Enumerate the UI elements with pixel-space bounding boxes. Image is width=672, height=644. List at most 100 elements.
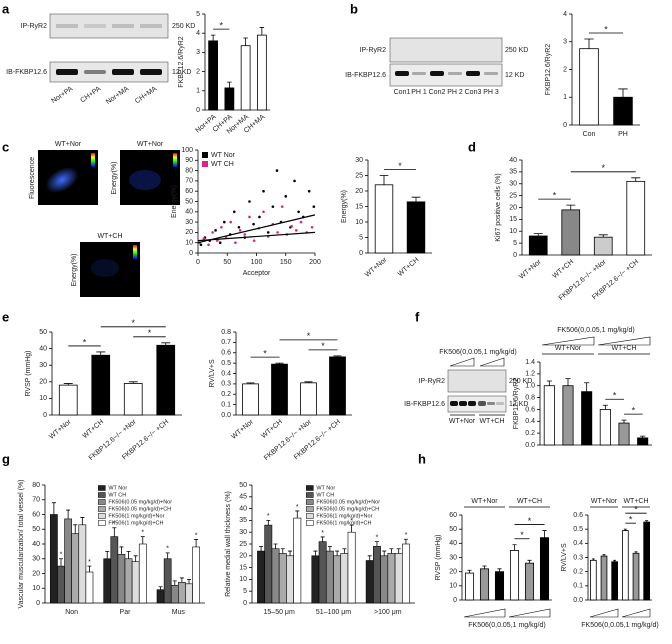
error-bar	[313, 550, 318, 556]
wedge	[449, 357, 475, 367]
y-tick-label: 0.1	[573, 583, 583, 590]
error-bar	[59, 558, 63, 567]
x-tick-label: 200	[309, 259, 321, 266]
y-tick-label: 10	[39, 395, 47, 402]
error-bar	[80, 517, 85, 525]
error-bar	[288, 550, 293, 556]
group-label: WT+CH	[611, 345, 636, 352]
y-tick-label: 30	[239, 529, 247, 536]
error-bar	[566, 204, 576, 210]
y-tick-label: 0.8	[525, 394, 535, 401]
bar	[387, 553, 396, 604]
y-tick-label: 0.4	[221, 370, 231, 377]
bar	[329, 356, 346, 416]
y-tick-label: 35	[509, 169, 517, 176]
blot-label: IP-RyR2	[360, 47, 387, 54]
wedge	[621, 608, 651, 618]
error-bar	[335, 550, 340, 556]
bar	[91, 354, 111, 416]
cell	[45, 166, 79, 194]
y-tick-label: 5	[243, 588, 247, 595]
error-bar	[618, 88, 628, 98]
y-tick-label: 40	[185, 209, 193, 216]
error-bar	[128, 381, 138, 384]
y-tick-label: 15	[509, 216, 517, 223]
error-bar	[584, 38, 594, 49]
error-bar	[227, 81, 232, 88]
y-tick-label: 20	[509, 204, 517, 211]
blot-header: FK506(0,0.05,1 mg/kg/d)	[439, 349, 516, 356]
x-axis-label: Acceptor	[243, 270, 271, 277]
bar	[347, 531, 356, 604]
y-tick-label: 60	[32, 511, 40, 518]
significance-label: *	[629, 515, 633, 525]
error-bar	[467, 569, 472, 574]
lane-label: Nor+MA	[105, 85, 130, 106]
bar	[192, 546, 200, 604]
error-bar	[51, 502, 56, 515]
bar	[374, 184, 394, 254]
point	[248, 215, 251, 219]
blot-size: 12 KD	[509, 401, 528, 408]
error-bar	[565, 378, 571, 386]
y-tick-label: 10	[355, 219, 363, 226]
x-tick-label: 0	[196, 259, 200, 266]
y-tick-label: 20	[239, 553, 247, 560]
significance-label: *	[321, 341, 325, 351]
x-tick-label: WT+CH	[260, 419, 284, 440]
wedge	[597, 336, 651, 346]
error-bar	[602, 554, 606, 557]
y-axis-label: RV/LV+S	[209, 359, 216, 388]
point	[275, 169, 279, 172]
bar	[611, 561, 619, 601]
panel-letter: g	[2, 451, 10, 466]
annotation: *	[166, 546, 169, 553]
bar	[300, 382, 317, 416]
bar	[156, 589, 165, 604]
x-tick-label: 15–50 μm	[264, 609, 295, 616]
blot-size: 250 KD	[172, 23, 195, 30]
cell	[129, 170, 161, 190]
y-tick-label: 35	[239, 517, 247, 524]
annotation: *	[88, 559, 91, 566]
y-tick-label: 10	[509, 228, 517, 235]
legend-swatch	[202, 152, 208, 158]
group-label: WT+Nor	[555, 345, 582, 352]
y-tick-label: 10	[32, 585, 40, 592]
x-tick-label: 51–100 μm	[316, 609, 351, 616]
error-bar	[613, 559, 617, 562]
point	[262, 210, 265, 214]
y-tick-label: 0.8	[221, 329, 231, 336]
y-tick-label: 20	[185, 229, 193, 236]
y-tick-label: 0	[359, 250, 363, 257]
lane-label: Con3	[465, 89, 482, 96]
x-tick-label: Par	[120, 609, 132, 616]
bar	[311, 555, 320, 604]
y-tick-label: 5	[359, 234, 363, 241]
group-label: WT+CH	[517, 498, 542, 505]
y-axis-label: RVSP (mmHg)	[435, 534, 442, 580]
significance-label: *	[520, 530, 524, 540]
y-tick-label: 20	[32, 570, 40, 577]
legend-swatch	[306, 499, 314, 505]
y-tick-label: 25	[239, 541, 247, 548]
significance-label: *	[307, 331, 311, 341]
legend-label: FK506(1 mg/kg/d)+CH	[316, 520, 371, 526]
error-bar	[140, 536, 145, 544]
panel-letter: d	[468, 139, 476, 154]
blot-label: IP-RyR2	[419, 378, 446, 385]
legend-label: WT Nor	[108, 485, 127, 491]
point	[258, 215, 261, 219]
legend-label: FK506(0.05 mg/kg/d)+Nor	[108, 499, 172, 505]
y-tick-label: 3	[196, 49, 200, 56]
bar	[613, 96, 633, 126]
error-bar	[304, 381, 313, 383]
bar	[257, 550, 265, 604]
y-tick-label: 0	[243, 600, 247, 607]
y-tick-label: 0.6	[573, 512, 583, 519]
y-tick-label: 0.2	[525, 430, 535, 437]
error-bar	[246, 382, 255, 384]
lane-label: Con1	[394, 89, 411, 96]
y-tick-label: 0.3	[573, 554, 583, 561]
